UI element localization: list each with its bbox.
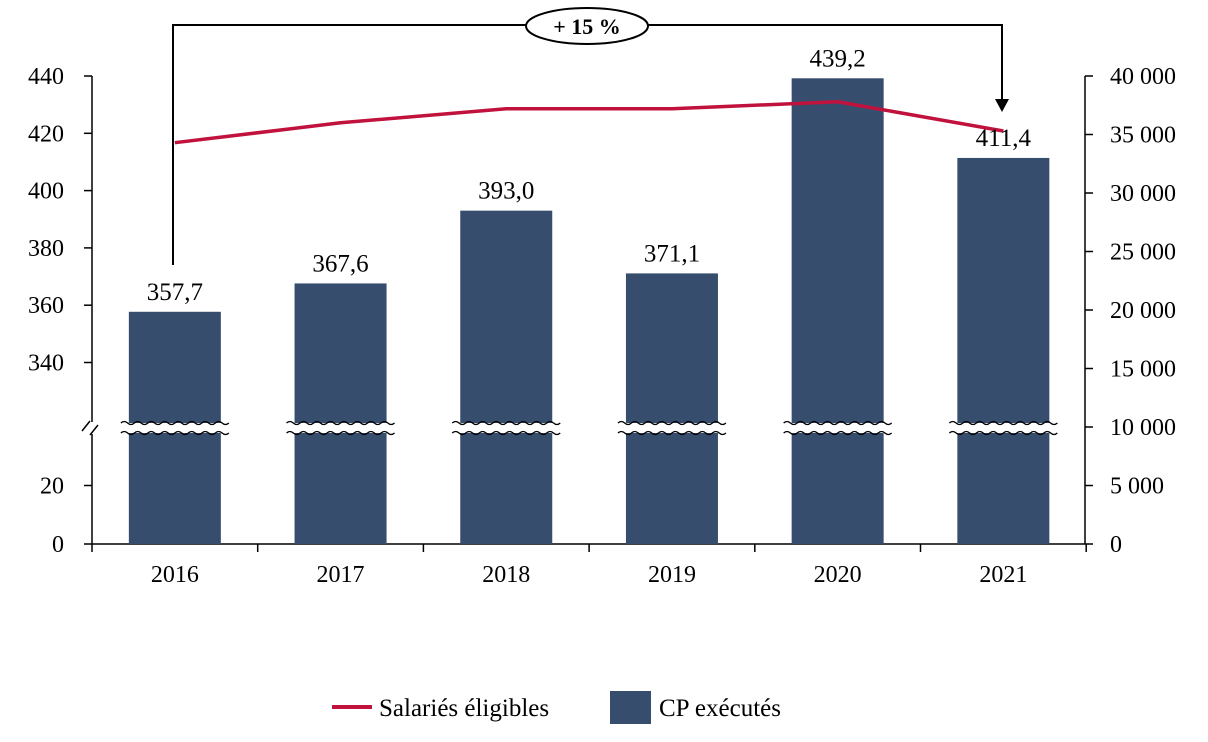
left-axis-break-mark	[89, 424, 99, 436]
axis-breaks	[81, 420, 1058, 436]
bar-2020	[791, 78, 884, 545]
left-tick-label: 340	[28, 351, 64, 377]
axis-break-gap	[120, 423, 229, 433]
growth-annotation: + 15 %	[172, 7, 1009, 265]
right-tick-label: 10 000	[1110, 415, 1176, 441]
axis-break-wave	[948, 430, 1058, 436]
legend-bar-swatch	[610, 691, 651, 724]
axis-break-wave	[617, 430, 727, 436]
axis-break-wave	[120, 420, 230, 426]
axis-break-wave	[120, 430, 230, 436]
line-salaries-eligibles	[174, 99, 1004, 145]
axis-break-wave	[617, 420, 727, 426]
axis-break-gap	[949, 423, 1058, 433]
bar-2017	[294, 283, 387, 544]
x-tick-label: 2016	[151, 562, 199, 588]
legend-label-salaries: Salariés éligibles	[379, 695, 549, 722]
right-tick-label: 0	[1110, 532, 1122, 558]
left-tick-label: 360	[28, 293, 64, 319]
legend: Salariés éligibles CP exécutés	[332, 691, 781, 724]
annotation-bubble	[525, 7, 649, 45]
data-labels: 357,7 367,6 393,0 371,1 439,2 411,4	[147, 45, 1032, 305]
line-series	[174, 99, 1004, 145]
axis-break-wave	[948, 420, 1058, 426]
left-tick-label: 20	[40, 474, 64, 500]
x-tick-label: 2017	[317, 562, 365, 588]
left-tick-label: 0	[52, 532, 64, 558]
right-tick-label: 15 000	[1110, 357, 1176, 383]
x-tick-label: 2020	[814, 562, 862, 588]
annotation-text: + 15 %	[553, 14, 621, 39]
right-tick-label: 35 000	[1110, 123, 1176, 149]
left-tick-label: 400	[28, 179, 64, 205]
axis-break-wave	[783, 420, 893, 426]
data-label-2019: 371,1	[644, 240, 700, 267]
axis-break-gap	[617, 423, 726, 433]
left-axis-break-mark	[81, 420, 91, 432]
axis-break-wave	[451, 430, 561, 436]
right-tick-label: 25 000	[1110, 240, 1176, 266]
right-tick-label: 30 000	[1110, 181, 1176, 207]
bars	[128, 78, 1050, 545]
data-label-2018: 393,0	[478, 178, 534, 205]
bar-2019	[625, 273, 718, 544]
data-label-2017: 367,6	[312, 250, 368, 277]
data-label-2021: 411,4	[976, 125, 1032, 152]
x-tick-label: 2018	[482, 562, 530, 588]
right-tick-label: 20 000	[1110, 298, 1176, 324]
axis-break-wave	[286, 430, 395, 436]
axis-break-wave	[783, 430, 893, 436]
right-tick-label: 5 000	[1110, 474, 1164, 500]
x-tick-label: 2019	[648, 562, 696, 588]
axis-break-wave	[451, 420, 561, 426]
bar-2021	[957, 157, 1050, 544]
data-label-2020: 439,2	[810, 45, 866, 72]
bar-2018	[460, 210, 553, 544]
left-tick-label: 420	[28, 121, 64, 147]
legend-label-cp: CP exécutés	[659, 695, 781, 722]
data-label-2016: 357,7	[147, 279, 203, 306]
right-tick-label: 40 000	[1110, 64, 1176, 90]
left-tick-label: 380	[28, 236, 64, 262]
left-tick-label: 440	[28, 64, 64, 90]
x-tick-label: 2021	[979, 562, 1027, 588]
axis-break-gap	[286, 423, 395, 433]
axis-break-gap	[452, 423, 561, 433]
axes: 0 20 340 360 380 400 420 440 0 5 000 10 000 15 000 2…	[28, 64, 1176, 588]
axis-break-wave	[286, 420, 395, 426]
axis-break-gap	[783, 423, 892, 433]
annotation-arrowhead	[995, 99, 1009, 112]
